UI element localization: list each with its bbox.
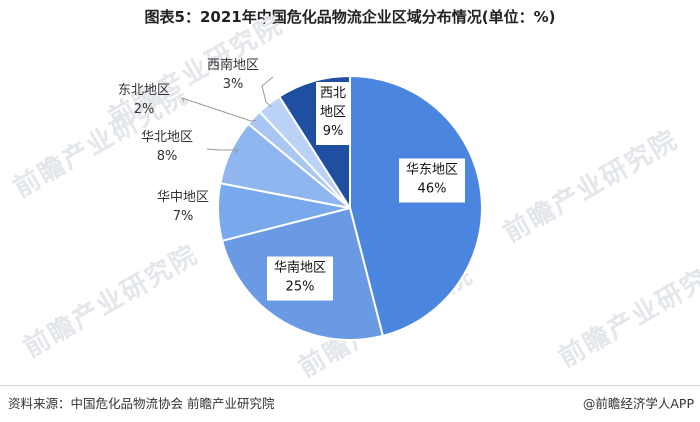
slice-label: 华中地区 7% bbox=[157, 190, 209, 224]
leader-line bbox=[206, 148, 240, 154]
brand-credit: @前瞻经济学人APP bbox=[582, 396, 694, 411]
slice-label: 西北地区 9% bbox=[320, 86, 346, 139]
slice-label: 华东地区 46% bbox=[406, 163, 458, 197]
leader-line bbox=[261, 76, 274, 108]
source-note: 资料来源：中国危化品物流协会 前瞻产业研究院 bbox=[8, 396, 275, 411]
footer-divider bbox=[0, 385, 700, 386]
slice-label: 东北地区 2% bbox=[118, 83, 170, 117]
slice-label-box bbox=[316, 82, 350, 145]
slice-label: 华南地区 25% bbox=[274, 260, 326, 295]
slice-label-box bbox=[267, 256, 333, 301]
slice-label: 西南地区 3% bbox=[207, 57, 259, 92]
slice-label: 华北地区 8% bbox=[141, 130, 193, 164]
slice-label-box bbox=[399, 158, 465, 203]
chart-title: 图表5：2021年中国危化品物流企业区域分布情况(单位：%) bbox=[144, 8, 556, 26]
leader-line bbox=[181, 97, 257, 122]
pie-slice-1 bbox=[349, 74, 483, 338]
pie-chart: 华东地区 46% 华南地区 25% 华中地区 7% 华北地区 8% 东北地区 2% 西南地区 3% 西北… bbox=[118, 57, 483, 341]
